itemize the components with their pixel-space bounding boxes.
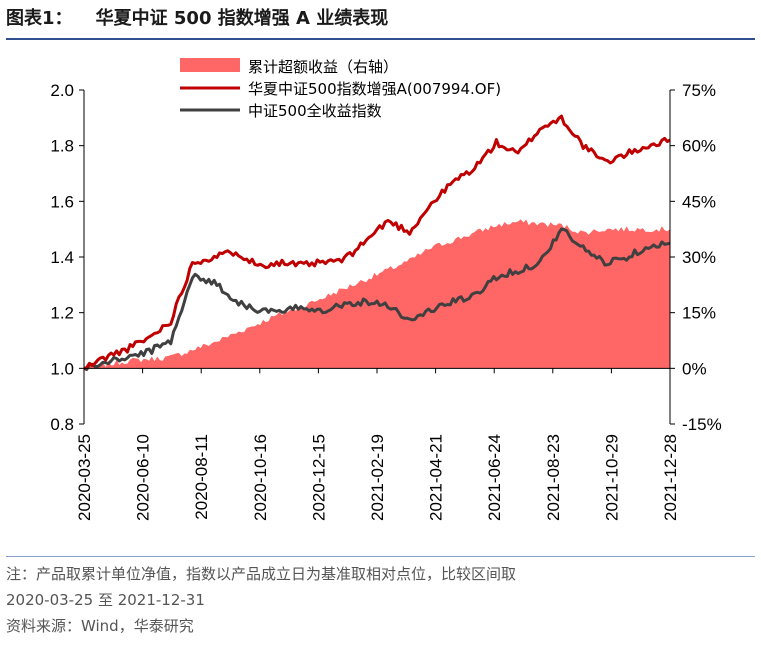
chart-notes: 注：产品取累计单位净值，指数以产品成立日为基准取相对点位，比较区间取 2020-…	[6, 556, 755, 639]
right-tick-label: 0%	[682, 359, 707, 378]
note-line-2: 2020-03-25 至 2021-12-31	[6, 591, 205, 609]
index-line	[83, 227, 671, 371]
right-tick-label: 15%	[682, 304, 716, 323]
legend-label: 中证500全收益指数	[248, 102, 382, 120]
x-tick-label: 2021-08-23	[544, 434, 563, 521]
x-tick-label: 2021-04-21	[427, 434, 446, 521]
area-layer	[84, 219, 670, 370]
legend-swatch-excess	[180, 58, 240, 72]
left-tick-label: 1.4	[50, 248, 74, 267]
x-tick-label: 2020-03-25	[75, 434, 94, 521]
left-tick-label: 0.8	[50, 415, 74, 434]
x-tick-label: 2021-06-24	[485, 434, 504, 521]
right-tick-label: 30%	[682, 248, 716, 267]
right-tick-label: 45%	[682, 192, 716, 211]
source-line: 资料来源：Wind，华泰研究	[6, 617, 194, 635]
left-tick-label: 1.0	[50, 359, 74, 378]
left-tick-label: 1.8	[50, 137, 74, 156]
legend-label: 累计超额收益（右轴）	[248, 58, 398, 76]
x-tick-label: 2020-06-10	[134, 434, 153, 521]
note-line-1: 注：产品取累计单位净值，指数以产品成立日为基准取相对点位，比较区间取	[6, 565, 517, 583]
excess-return-area	[84, 219, 670, 370]
performance-chart: 0.8 1.0 1.2 1.4 1.6 1.8 2.0 -15% 0% 15% 30% 45% 60% 7…	[50, 58, 722, 521]
chart-header: 图表1： 华夏中证 500 指数增强 A 业绩表现	[6, 4, 755, 40]
left-tick-label: 1.6	[50, 192, 74, 211]
chart-label: 图表1：	[6, 8, 73, 29]
x-tick-label: 2020-12-15	[309, 434, 328, 521]
x-tick-label: 2021-10-29	[602, 434, 621, 521]
right-tick-label: -15%	[682, 415, 722, 434]
fund-line	[83, 114, 671, 370]
legend: 累计超额收益（右轴） 华夏中证500指数增强A(007994.OF) 中证500全收…	[180, 58, 501, 120]
right-tick-label: 75%	[682, 81, 716, 100]
chart-title: 华夏中证 500 指数增强 A 业绩表现	[95, 8, 389, 29]
legend-label: 华夏中证500指数增强A(007994.OF)	[248, 80, 501, 98]
right-tick-label: 60%	[682, 137, 716, 156]
left-tick-label: 2.0	[50, 81, 74, 100]
left-tick-label: 1.2	[50, 304, 74, 323]
x-tick-label: 2020-10-16	[251, 434, 270, 521]
line-layer	[83, 114, 671, 371]
x-tick-label: 2021-02-19	[368, 434, 387, 521]
axis-layer: 0.8 1.0 1.2 1.4 1.6 1.8 2.0 -15% 0% 15% 30% 45% 60% 7…	[50, 81, 721, 521]
x-tick-label: 2021-12-28	[661, 434, 680, 521]
x-tick-label: 2020-08-11	[192, 434, 211, 520]
